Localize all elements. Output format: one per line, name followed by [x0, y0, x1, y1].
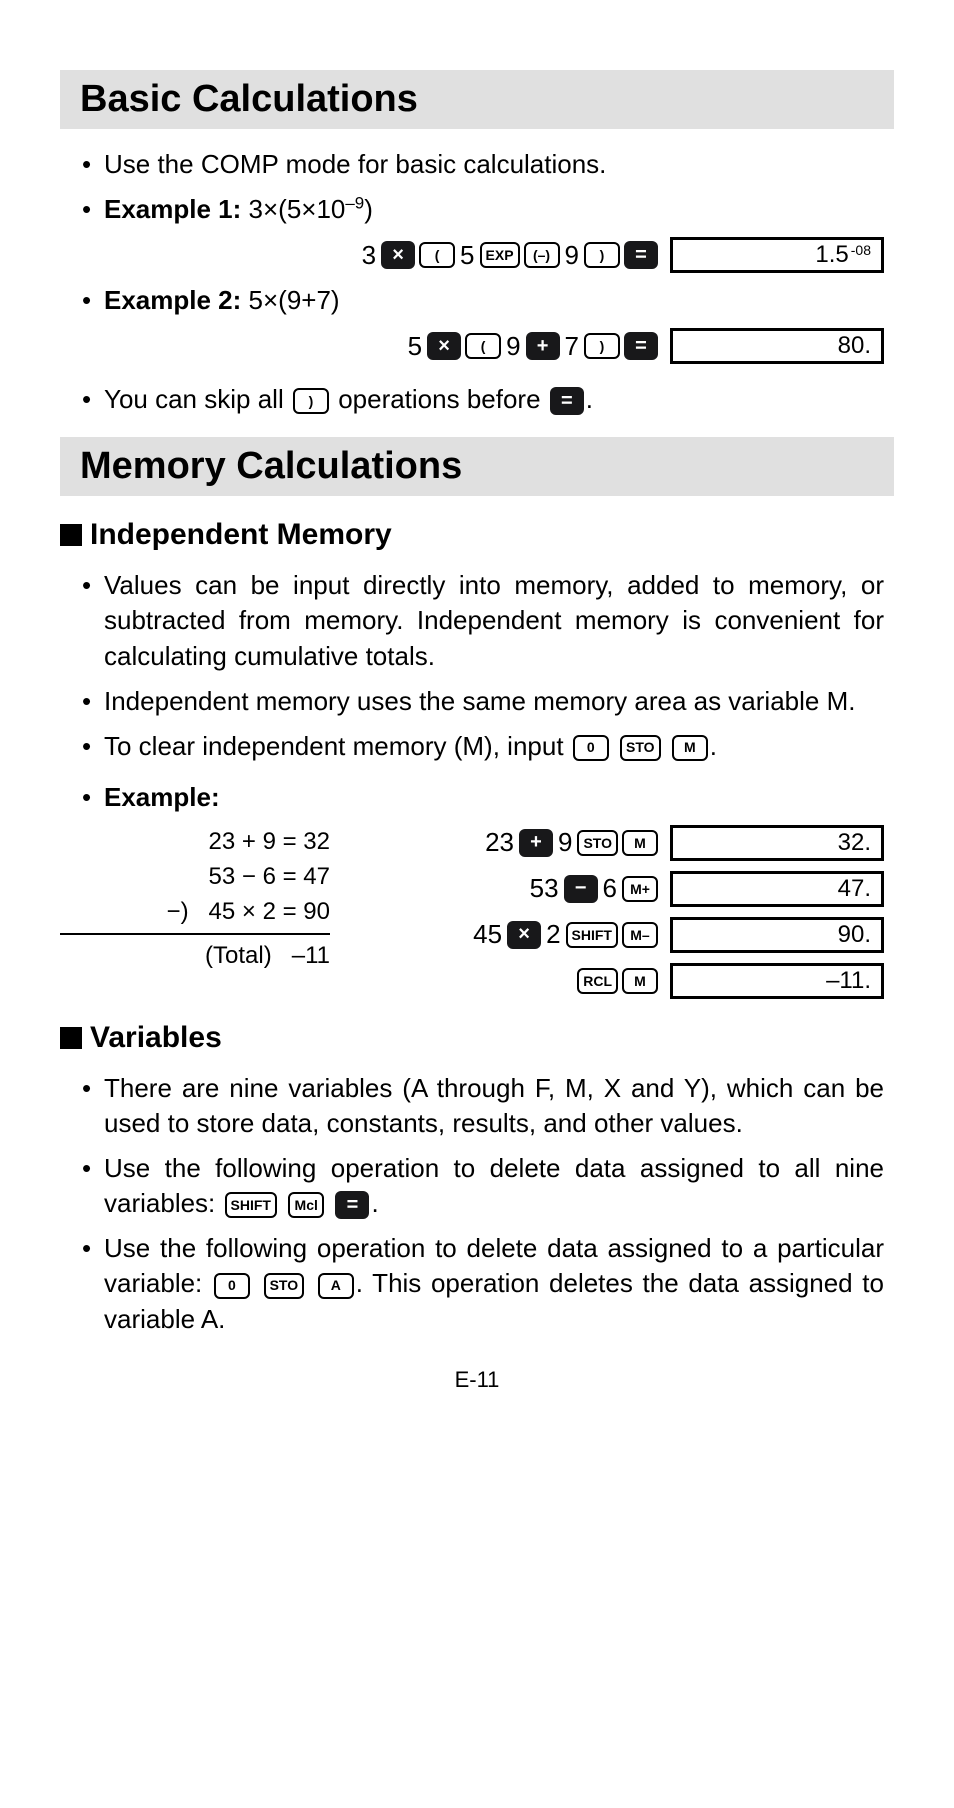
vars-b1: There are nine variables (A through F, M…	[82, 1071, 884, 1141]
subheading-vars: Variables	[60, 1021, 894, 1055]
skip-a: You can skip all	[104, 384, 284, 414]
zero-key: 0	[573, 735, 609, 761]
ex1-expr-sup: –9	[345, 193, 364, 212]
seq1-n1: 3	[359, 240, 379, 271]
calc-l4-b: –11	[292, 942, 330, 969]
close-paren-key: )	[584, 242, 620, 268]
calc-left: 23 + 9 = 32 53 − 6 = 47 −) 45 × 2 = 90 (…	[60, 825, 330, 999]
mcl-key: Mcl	[288, 1192, 324, 1218]
m-key: M	[622, 830, 658, 856]
bullet-example1: Example 1: 3×(5×10–9)	[82, 192, 884, 227]
mminus-key: M–	[622, 922, 658, 948]
display-r2: 47.	[670, 871, 884, 907]
display-1: 1.5-08	[670, 237, 884, 273]
sto-key: STO	[264, 1273, 305, 1299]
seq2-n3: 7	[562, 331, 582, 362]
calc-r1: 23 + 9 STO M 32.	[354, 825, 884, 861]
equals-key: =	[335, 1191, 369, 1219]
seq1: 3 × ( 5 EXP (–) 9 ) =	[359, 240, 660, 271]
indep-list: Values can be input directly into memory…	[60, 568, 894, 815]
seq2: 5 × ( 9 + 7 ) =	[405, 331, 660, 362]
ex2-label: Example 2:	[104, 285, 241, 315]
bullet-skip: You can skip all ) operations before =.	[82, 382, 884, 417]
a-key: A	[318, 1273, 354, 1299]
rcl-key: RCL	[577, 968, 618, 994]
disp1-main: 1.5	[815, 241, 848, 269]
indep-b3-b: .	[710, 731, 717, 761]
display-r1: 32.	[670, 825, 884, 861]
multiply-key: ×	[427, 332, 461, 360]
subheading-indep: Independent Memory	[60, 518, 894, 552]
equals-key: =	[550, 387, 584, 415]
equals-key: =	[624, 241, 658, 269]
calc-r3: 45 × 2 SHIFT M– 90.	[354, 917, 884, 953]
sto-key: STO	[577, 830, 618, 856]
mplus-key: M+	[622, 876, 658, 902]
seq1-n3: 9	[562, 240, 582, 271]
zero-key: 0	[214, 1273, 250, 1299]
heading-memory: Memory Calculations	[60, 437, 894, 496]
display-r3: 90.	[670, 917, 884, 953]
heading-basic: Basic Calculations	[60, 70, 894, 129]
multiply-key: ×	[381, 241, 415, 269]
calc-r4: RCL M –11.	[354, 963, 884, 999]
page-number: E-11	[60, 1367, 894, 1393]
ex1-expr-b: )	[364, 194, 373, 224]
vars-b2: Use the following operation to delete da…	[82, 1151, 884, 1221]
indep-b3-a: To clear independent memory (M), input	[104, 731, 564, 761]
calc-r2: 53 − 6 M+ 47.	[354, 871, 884, 907]
calc-right: 23 + 9 STO M 32. 53 − 6 M+ 47.	[354, 825, 884, 999]
basic-list: Use the COMP mode for basic calculations…	[60, 147, 894, 227]
exp-key: EXP	[480, 242, 520, 268]
manual-page: Basic Calculations Use the COMP mode for…	[0, 0, 954, 1433]
display-r4: –11.	[670, 963, 884, 999]
calc-l4: (Total) –11	[60, 933, 330, 974]
open-paren-key: (	[419, 242, 455, 268]
seq1-n2: 5	[457, 240, 477, 271]
plus-key: +	[519, 829, 553, 857]
m-key: M	[622, 968, 658, 994]
close-paren-key: )	[293, 388, 329, 414]
ex1-label: Example 1:	[104, 194, 241, 224]
basic-list-2: Example 2: 5×(9+7)	[60, 283, 894, 318]
indep-b1: Values can be input directly into memory…	[82, 568, 884, 673]
vars-list: There are nine variables (A through F, M…	[60, 1071, 894, 1337]
skip-c: .	[586, 384, 593, 414]
calc-block: 23 + 9 = 32 53 − 6 = 47 −) 45 × 2 = 90 (…	[60, 825, 884, 999]
disp1-exp: -08	[849, 242, 871, 258]
indep-b3: To clear independent memory (M), input 0…	[82, 729, 884, 764]
indep-example-label: Example:	[82, 780, 884, 815]
seq2-n2: 9	[503, 331, 523, 362]
calc-l4-a: (Total)	[205, 942, 272, 969]
sto-key: STO	[620, 735, 661, 761]
m-key: M	[672, 735, 708, 761]
basic-list-3: You can skip all ) operations before =.	[60, 382, 894, 417]
vars-b3: Use the following operation to delete da…	[82, 1231, 884, 1336]
neg-key: (–)	[524, 242, 560, 268]
bullet-comp-mode: Use the COMP mode for basic calculations…	[82, 147, 884, 182]
plus-key: +	[526, 332, 560, 360]
close-paren-key: )	[584, 333, 620, 359]
calc-l2: 53 − 6 = 47	[60, 860, 330, 895]
shift-key: SHIFT	[566, 922, 618, 948]
calc-l3: −) 45 × 2 = 90	[60, 895, 330, 930]
shift-key: SHIFT	[225, 1192, 277, 1218]
seq-row-2: 5 × ( 9 + 7 ) = 80.	[60, 328, 884, 364]
bullet-example2: Example 2: 5×(9+7)	[82, 283, 884, 318]
seq-row-1: 3 × ( 5 EXP (–) 9 ) = 1.5-08	[60, 237, 884, 273]
open-paren-key: (	[465, 333, 501, 359]
calc-l1: 23 + 9 = 32	[60, 825, 330, 860]
disp2: 80.	[838, 332, 871, 360]
minus-key: −	[564, 875, 598, 903]
indep-b2: Independent memory uses the same memory …	[82, 684, 884, 719]
seq2-n1: 5	[405, 331, 425, 362]
ex1-expr-a: 3×(5×10	[249, 194, 346, 224]
multiply-key: ×	[507, 921, 541, 949]
display-2: 80.	[670, 328, 884, 364]
skip-b: operations before	[338, 384, 540, 414]
ex2-expr: 5×(9+7)	[249, 285, 340, 315]
equals-key: =	[624, 332, 658, 360]
